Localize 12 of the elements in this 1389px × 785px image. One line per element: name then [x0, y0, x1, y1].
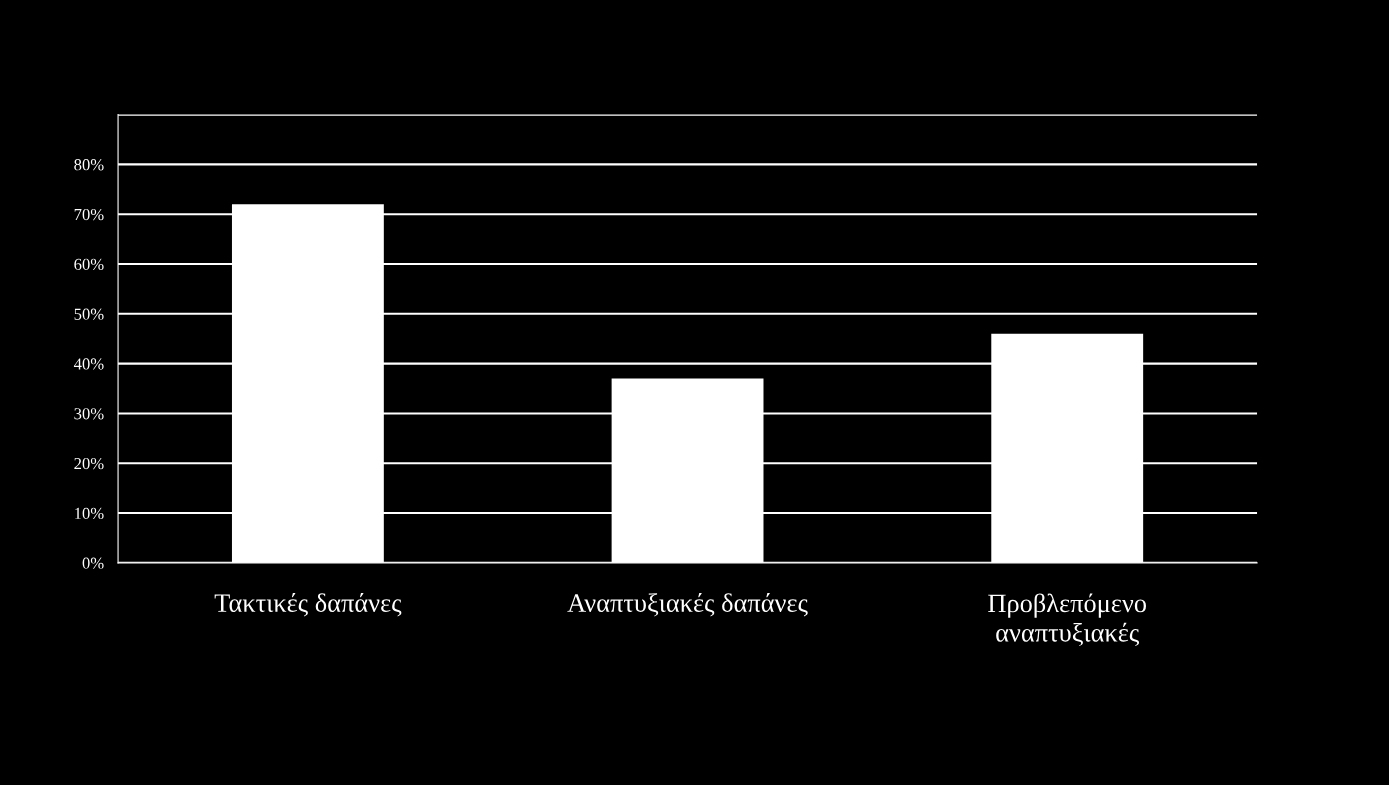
- y-tick-label: 70%: [74, 208, 104, 221]
- y-tick-label: 30%: [74, 408, 104, 420]
- y-tick-label: 50%: [74, 308, 104, 320]
- y-tick-label: 60%: [74, 258, 104, 271]
- x-tick-label: Τακτικές δαπάνες: [214, 593, 402, 617]
- y-tick-label: 80%: [74, 159, 104, 171]
- y-tick-label: 10%: [75, 507, 104, 520]
- x-tick-label: Αναπτυξιακές δαπάνες: [567, 593, 808, 617]
- y-tick-label: 40%: [73, 358, 104, 370]
- y-tick-label: 0%: [82, 557, 104, 569]
- y-tick-label: 20%: [74, 457, 104, 470]
- x-tick-label: Προβλεπόμενο αναπτυξιακές: [988, 593, 1147, 647]
